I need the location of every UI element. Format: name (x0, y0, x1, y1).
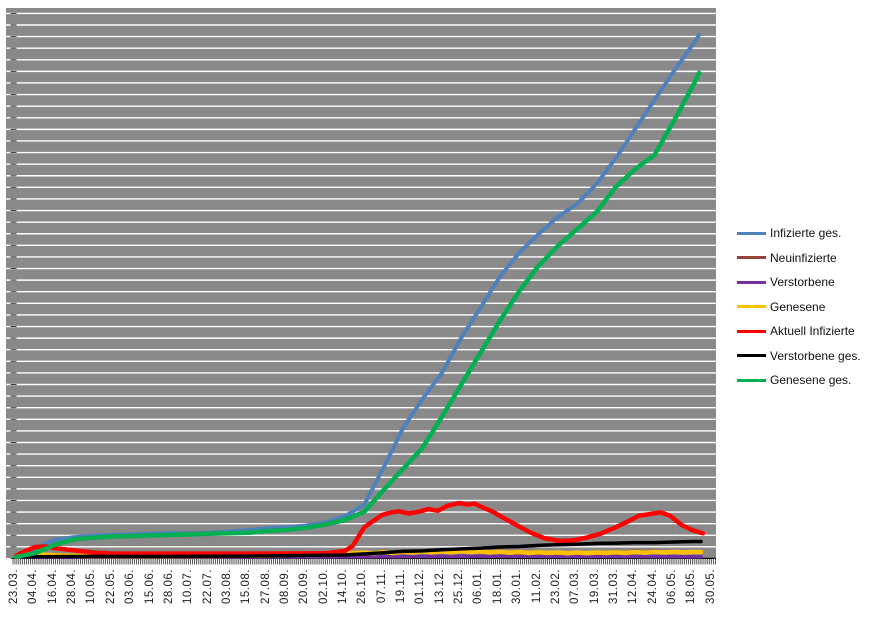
x-axis-label: 31.03. (607, 569, 620, 604)
legend-item-neuinfizierte[interactable]: Neuinfizierte (737, 246, 869, 271)
x-axis-label: 03.08. (220, 569, 233, 604)
x-axis-label: 13.12. (433, 569, 446, 604)
legend-label: Genesene (770, 299, 826, 314)
legend-line-swatch (737, 256, 766, 260)
x-axis-label: 14.10. (337, 569, 349, 604)
legend-label: Verstorbene (770, 275, 835, 290)
x-axis-label: 25.12. (453, 569, 466, 604)
x-axis-label: 12.04. (627, 569, 640, 604)
x-axis-label: 19.11. (395, 569, 407, 604)
legend-label: Genesene ges. (770, 373, 852, 388)
x-axis-label: 28.04. (66, 569, 79, 604)
legend-line-swatch (737, 231, 766, 235)
legend-label: Verstorbene ges. (770, 348, 861, 363)
x-axis-label: 27.08. (259, 569, 272, 604)
x-axis-label: 24.04. (646, 569, 659, 604)
x-axis-label: 28.06. (162, 569, 175, 604)
legend-item-verstorbene-ges[interactable]: Verstorbene ges. (737, 344, 869, 369)
x-axis-label: 10.05. (85, 569, 98, 604)
x-axis-label: 07.11. (375, 569, 388, 604)
x-axis-label: 23.02. (549, 569, 562, 604)
series-line-verstorbene-ges[interactable] (14, 539, 703, 559)
plot-background (6, 8, 716, 558)
legend-label: Infizierte ges. (770, 226, 842, 241)
legend: Infizierte ges. Neuinfizierte Verstorbene G… (737, 221, 869, 393)
x-axis-label: 03.06. (124, 569, 137, 604)
x-axis-label: 08.09. (278, 569, 291, 604)
x-axis-label: 18.05. (685, 569, 698, 604)
legend-item-genesene[interactable]: Genesene (737, 295, 869, 320)
x-axis-label: 01.12. (414, 569, 427, 604)
x-axis-label: 19.03. (588, 569, 601, 604)
x-axis-label: 22.05. (104, 569, 117, 604)
legend-line-swatch (737, 378, 766, 382)
x-axis-label: 02.10. (317, 569, 330, 604)
legend-line-swatch (737, 305, 766, 309)
series-line-aktuell-infizierte[interactable] (13, 500, 706, 559)
legend-line-swatch (737, 280, 766, 284)
x-axis-label: 26.10. (356, 569, 369, 604)
x-axis-label: 06.05. (665, 569, 678, 604)
legend-item-verstorbene[interactable]: Verstorbene (737, 270, 869, 295)
series-line-genesene-ges[interactable] (13, 70, 702, 560)
x-axis-label: 23.03. (8, 569, 20, 604)
legend-label: Neuinfizierte (770, 250, 837, 265)
legend-line-swatch (737, 354, 766, 358)
x-axis-label: 30.05. (704, 569, 717, 604)
x-axis-label: 15.06. (143, 569, 156, 604)
x-axis-label: 22.07. (201, 569, 214, 604)
x-axis-label: 20.09. (298, 569, 311, 604)
x-axis-label: 18.01. (491, 569, 504, 604)
legend-line-swatch (737, 329, 766, 333)
x-axis-label: 11.02. (530, 569, 543, 604)
legend-item-aktuell-infizierte[interactable]: Aktuell Infizierte (737, 319, 869, 344)
legend-label: Aktuell Infizierte (770, 324, 855, 339)
x-axis-label: 10.07. (182, 569, 195, 604)
x-axis-label: 07.03. (569, 569, 582, 604)
legend-item-infizierte-ges[interactable]: Infizierte ges. (737, 221, 869, 246)
x-axis-label: 04.04. (27, 569, 40, 604)
x-axis-label: 15.08. (240, 569, 253, 604)
legend-item-genesene-ges[interactable]: Genesene ges. (737, 368, 869, 393)
x-axis-label: 06.01. (472, 569, 485, 604)
x-axis-label: 16.04. (46, 569, 59, 604)
x-axis-label: 30.01. (511, 569, 524, 604)
